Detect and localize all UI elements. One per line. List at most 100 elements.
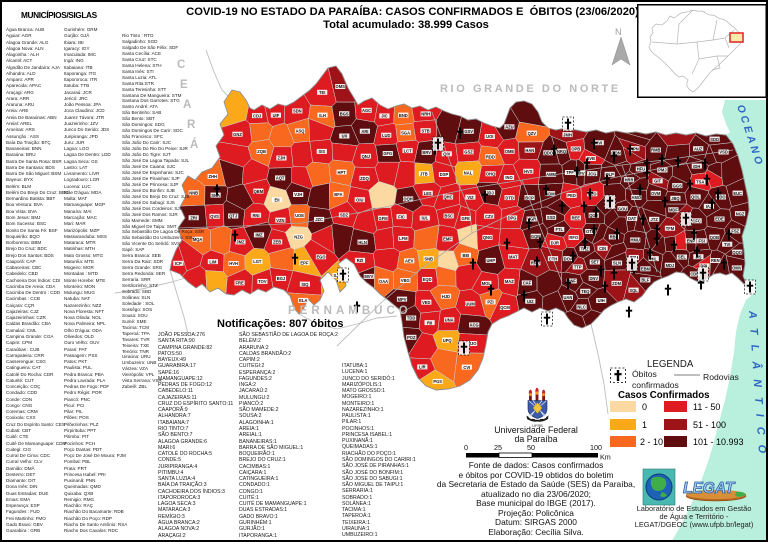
svg-text:25: 25	[494, 443, 502, 452]
svg-text:GOU: GOU	[618, 206, 627, 211]
svg-text:OQN: OQN	[611, 151, 620, 156]
svg-text:BFA: BFA	[334, 192, 342, 197]
svg-text:GNZ: GNZ	[233, 132, 242, 137]
svg-text:RNI: RNI	[252, 213, 259, 218]
svg-text:JTB: JTB	[420, 171, 428, 176]
svg-text:UIZ: UIZ	[527, 299, 534, 304]
svg-text:VIZ: VIZ	[467, 195, 474, 200]
svg-text:GFE: GFE	[461, 216, 470, 221]
svg-text:BGJ: BGJ	[277, 276, 285, 281]
svg-text:POZ: POZ	[407, 335, 416, 340]
svg-text:JIC: JIC	[381, 114, 387, 119]
svg-text:AMO: AMO	[632, 195, 642, 200]
svg-text:NLC: NLC	[577, 305, 585, 310]
svg-text:MOL: MOL	[482, 281, 492, 286]
svg-text:AMM: AMM	[546, 172, 556, 177]
svg-text:SVB: SVB	[587, 156, 595, 161]
svg-text:RIO GRANDE DO NORTE: RIO GRANDE DO NORTE	[440, 83, 621, 95]
svg-text:TOV: TOV	[258, 279, 267, 284]
svg-text:UPQ: UPQ	[443, 338, 453, 343]
svg-text:ICP: ICP	[175, 261, 182, 266]
svg-text:AGC: AGC	[362, 108, 371, 113]
svg-text:R: R	[187, 119, 196, 131]
svg-text:OIU: OIU	[356, 197, 363, 202]
svg-text:PGS: PGS	[433, 379, 442, 384]
svg-text:OLP: OLP	[605, 172, 614, 177]
svg-text:Km: Km	[600, 453, 611, 462]
svg-text:GIT: GIT	[654, 179, 661, 184]
svg-text:QCM: QCM	[500, 305, 510, 310]
svg-text:MDF: MDF	[669, 208, 678, 213]
svg-text:AUZ: AUZ	[694, 146, 703, 151]
svg-text:DAT: DAT	[628, 216, 637, 221]
svg-text:QTJ: QTJ	[229, 214, 237, 219]
svg-text:UOE: UOE	[295, 213, 304, 218]
svg-text:PED: PED	[567, 193, 575, 198]
svg-text:TVI: TVI	[724, 242, 730, 247]
svg-text:AEV: AEV	[405, 259, 414, 264]
svg-text:HJD: HJD	[442, 294, 450, 299]
svg-text:QNG: QNG	[483, 235, 492, 240]
svg-text:RND: RND	[531, 261, 540, 266]
svg-text:ZJH: ZJH	[278, 156, 286, 161]
svg-text:FTL: FTL	[555, 227, 563, 232]
svg-text:SNA: SNA	[211, 193, 220, 198]
svg-text:PMJ: PMJ	[658, 168, 666, 173]
svg-text:IMZ: IMZ	[255, 233, 263, 238]
svg-text:UAN: UAN	[563, 295, 572, 300]
svg-text:ZQB: ZQB	[257, 149, 266, 154]
svg-text:TEI: TEI	[319, 90, 325, 95]
svg-text:TRZ: TRZ	[581, 246, 589, 251]
svg-text:FSI: FSI	[699, 239, 705, 244]
svg-text:QNJ: QNJ	[362, 154, 370, 159]
svg-text:UOI: UOI	[486, 134, 493, 139]
svg-text:LIM: LIM	[209, 259, 217, 264]
svg-text:A: A	[183, 99, 191, 111]
svg-text:UHP: UHP	[486, 258, 495, 263]
svg-text:0: 0	[642, 402, 647, 412]
svg-text:BEI: BEI	[462, 253, 469, 258]
svg-text:GQM: GQM	[531, 234, 541, 239]
svg-text:DSP: DSP	[440, 172, 449, 177]
svg-text:ASQ: ASQ	[296, 129, 306, 134]
svg-text:JMZ: JMZ	[236, 240, 245, 245]
svg-text:EII: EII	[274, 198, 279, 203]
svg-text:51 - 100: 51 - 100	[693, 420, 726, 430]
svg-text:CVI: CVI	[463, 365, 470, 370]
svg-text:SDZ: SDZ	[340, 213, 349, 218]
svg-text:HVH: HVH	[229, 261, 238, 266]
svg-text:JMH: JMH	[563, 132, 572, 137]
svg-text:QZV: QZV	[528, 131, 537, 136]
svg-text:CTH: CTH	[549, 256, 557, 261]
svg-text:HIL: HIL	[650, 256, 657, 261]
svg-text:SIS: SIS	[318, 149, 325, 154]
svg-text:CDJ: CDJ	[253, 113, 261, 118]
svg-text:CAF: CAF	[523, 281, 532, 286]
svg-text:QIV: QIV	[443, 152, 450, 157]
svg-text:DTD: DTD	[505, 195, 513, 200]
svg-text:IAJ: IAJ	[706, 204, 712, 209]
svg-text:TEQ: TEQ	[581, 289, 590, 294]
svg-text:VZN: VZN	[276, 218, 284, 223]
svg-text:50: 50	[527, 443, 535, 452]
svg-text:MJO: MJO	[468, 341, 478, 346]
svg-text:IUL: IUL	[421, 216, 428, 221]
svg-text:RMB: RMB	[651, 148, 660, 153]
svg-text:IDH: IDH	[693, 164, 700, 169]
svg-text:HPT: HPT	[338, 170, 347, 175]
svg-text:Casos Confirmados: Casos Confirmados	[618, 390, 710, 401]
svg-text:ENP: ENP	[687, 239, 696, 244]
svg-text:SGA: SGA	[401, 130, 410, 135]
svg-text:JDJ: JDJ	[486, 190, 494, 195]
svg-text:GSV: GSV	[464, 129, 473, 134]
svg-text:HRR: HRR	[625, 177, 634, 182]
svg-text:UII: UII	[342, 134, 347, 139]
svg-text:GDO: GDO	[716, 195, 726, 200]
svg-text:AZU: AZU	[505, 125, 513, 130]
svg-text:NZG: NZG	[294, 235, 303, 240]
svg-text:STB: STB	[422, 128, 430, 133]
svg-text:TSA: TSA	[696, 180, 704, 185]
svg-text:HLN: HLN	[358, 240, 366, 245]
svg-text:DJR: DJR	[551, 240, 559, 245]
svg-text:2 - 10: 2 - 10	[640, 437, 663, 447]
